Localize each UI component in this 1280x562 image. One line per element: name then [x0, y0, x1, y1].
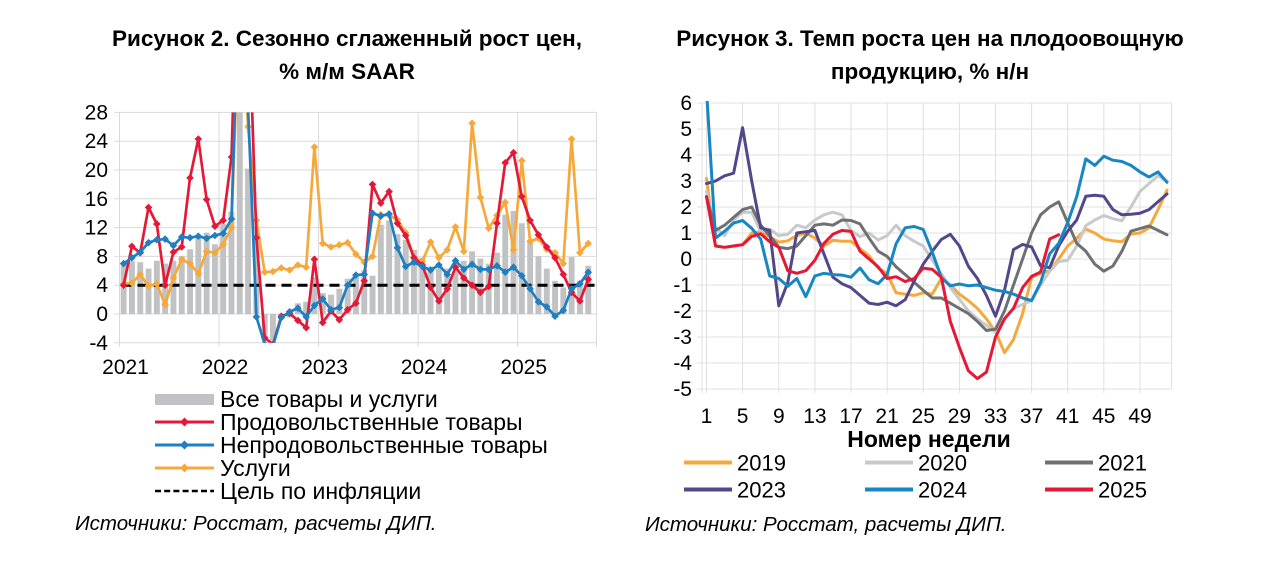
svg-text:Источники: Росстат, расчеты ДИ: Источники: Росстат, расчеты ДИП.	[75, 512, 437, 535]
svg-text:1: 1	[701, 405, 713, 428]
svg-text:28: 28	[85, 101, 108, 124]
svg-text:-4: -4	[89, 332, 108, 355]
svg-text:3: 3	[680, 170, 692, 193]
svg-text:1: 1	[680, 222, 692, 245]
svg-text:Рисунок 3. Темп роста цен на п: Рисунок 3. Темп роста цен на плодоовощну…	[676, 26, 1183, 51]
svg-text:12: 12	[85, 217, 108, 240]
svg-text:2025: 2025	[500, 356, 547, 379]
svg-text:5: 5	[737, 405, 749, 428]
svg-text:8: 8	[96, 245, 108, 268]
svg-text:49: 49	[1128, 405, 1151, 428]
svg-text:Источники: Росстат, расчеты ДИ: Источники: Росстат, расчеты ДИП.	[645, 513, 1007, 536]
svg-text:9: 9	[773, 405, 785, 428]
svg-text:-2: -2	[673, 300, 692, 323]
svg-text:продукцию, % н/н: продукцию, % н/н	[831, 59, 1029, 84]
svg-text:4: 4	[96, 274, 108, 297]
svg-text:2025: 2025	[1098, 478, 1147, 503]
svg-text:16: 16	[85, 188, 108, 211]
svg-text:13: 13	[803, 405, 826, 428]
svg-text:2021: 2021	[102, 356, 149, 379]
svg-text:25: 25	[912, 405, 935, 428]
svg-text:4: 4	[680, 144, 692, 167]
svg-text:0: 0	[96, 303, 108, 326]
svg-text:-1: -1	[673, 274, 692, 297]
svg-text:2022: 2022	[202, 356, 249, 379]
svg-text:21: 21	[875, 405, 898, 428]
svg-text:Непродовольственные товары: Непродовольственные товары	[220, 432, 548, 458]
svg-text:2020: 2020	[918, 451, 967, 476]
svg-text:% м/м SAAR: % м/м SAAR	[279, 59, 415, 84]
svg-text:6: 6	[680, 92, 692, 115]
svg-text:Цель по инфляции: Цель по инфляции	[220, 478, 421, 504]
svg-text:24: 24	[85, 130, 109, 153]
svg-text:2: 2	[680, 196, 692, 219]
svg-text:Рисунок 2. Сезонно сглаженный: Рисунок 2. Сезонно сглаженный рост цен,	[112, 26, 582, 51]
svg-text:2023: 2023	[301, 356, 348, 379]
svg-text:2024: 2024	[401, 356, 448, 379]
svg-text:2019: 2019	[737, 451, 786, 476]
svg-text:-4: -4	[673, 352, 692, 375]
svg-text:2021: 2021	[1098, 451, 1147, 476]
svg-text:Услуги: Услуги	[220, 455, 291, 481]
svg-text:5: 5	[680, 118, 692, 141]
svg-text:0: 0	[680, 248, 692, 271]
svg-text:2024: 2024	[918, 478, 967, 503]
svg-text:41: 41	[1056, 405, 1079, 428]
svg-text:17: 17	[839, 405, 862, 428]
svg-text:-3: -3	[673, 326, 692, 349]
svg-text:Все товары и услуги: Все товары и услуги	[220, 386, 438, 412]
svg-text:Продовольственные товары: Продовольственные товары	[220, 409, 523, 435]
svg-text:45: 45	[1092, 405, 1115, 428]
svg-text:37: 37	[1020, 405, 1043, 428]
svg-text:20: 20	[85, 159, 108, 182]
svg-text:29: 29	[948, 405, 971, 428]
svg-text:Номер недели: Номер недели	[847, 426, 1010, 452]
svg-text:33: 33	[984, 405, 1007, 428]
svg-text:2023: 2023	[737, 478, 786, 503]
svg-text:-5: -5	[673, 378, 692, 401]
